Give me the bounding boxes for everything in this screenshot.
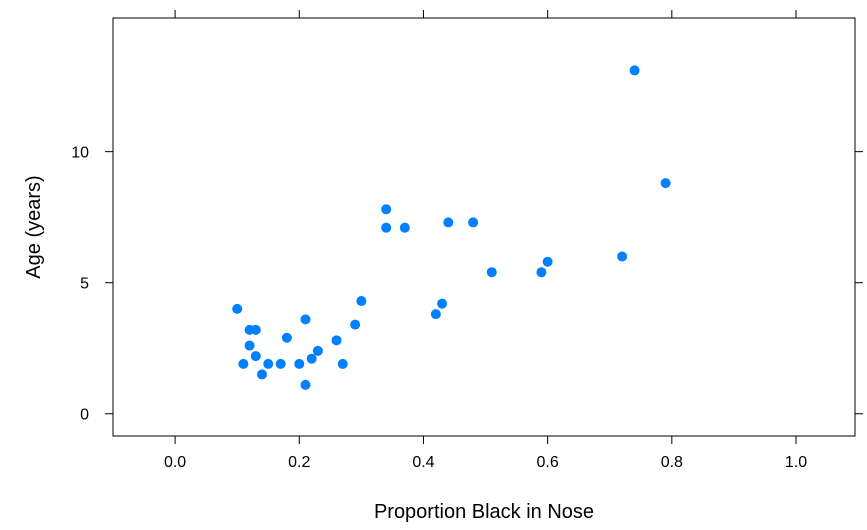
x-tick-label: 0.0	[164, 454, 186, 471]
plot-panel	[112, 17, 856, 437]
axis-tick-labels: 0.0 0.2 0.4 0.6 0.8 1.0 0 5 10	[71, 145, 807, 471]
data-point	[306, 353, 317, 364]
data-point	[542, 256, 553, 267]
y-tick-label: 10	[71, 145, 89, 162]
data-point	[430, 309, 441, 320]
data-point	[381, 204, 392, 215]
y-tick-label: 0	[80, 407, 89, 424]
data-point	[617, 251, 628, 262]
x-tick-label: 1.0	[785, 454, 807, 471]
x-tick-label: 0.8	[661, 454, 683, 471]
data-point	[257, 369, 268, 380]
data-point	[660, 178, 671, 189]
data-point	[312, 345, 323, 356]
y-axis-title: Age (years)	[23, 175, 45, 278]
data-point	[629, 65, 640, 76]
data-point	[232, 303, 243, 314]
x-axis-title: Proportion Black in Nose	[374, 501, 594, 523]
x-tick-label: 0.4	[412, 454, 434, 471]
data-point	[468, 217, 479, 228]
data-point	[356, 296, 367, 307]
axis-ticks	[105, 10, 863, 444]
data-point	[300, 379, 311, 390]
x-tick-label: 0.2	[288, 454, 310, 471]
data-point	[300, 314, 311, 325]
data-point	[331, 335, 342, 346]
data-point	[337, 358, 348, 369]
data-point	[281, 332, 292, 343]
data-point	[275, 358, 286, 369]
data-point	[350, 319, 361, 330]
data-point	[294, 358, 305, 369]
x-tick-label: 0.6	[537, 454, 559, 471]
data-point	[238, 358, 249, 369]
data-point	[437, 298, 448, 309]
data-point	[486, 267, 497, 278]
data-point	[443, 217, 454, 228]
data-point	[250, 351, 261, 362]
data-point	[536, 267, 547, 278]
data-point	[244, 340, 255, 351]
data-points	[232, 65, 671, 390]
data-point	[399, 222, 410, 233]
data-point	[263, 358, 274, 369]
data-point	[381, 222, 392, 233]
y-tick-label: 5	[80, 276, 89, 293]
data-point	[250, 324, 261, 335]
